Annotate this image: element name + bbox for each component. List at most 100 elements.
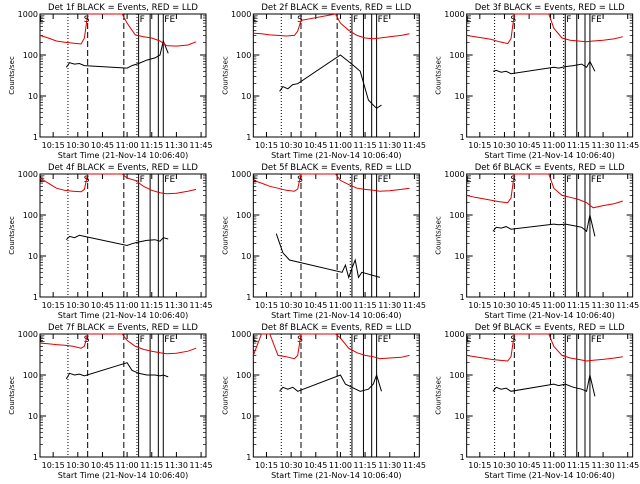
y-tick-label: 100 — [23, 371, 38, 380]
x-tick-label: 11:45 — [403, 301, 426, 310]
x-tick-label: 10:15 — [468, 461, 491, 470]
event-marker-label: E — [253, 15, 259, 25]
x-tick-label: 10:30 — [66, 141, 89, 150]
x-tick-label: 10:45 — [304, 141, 327, 150]
event-marker-label: F — [140, 175, 145, 185]
x-tick-label: 11:00 — [329, 461, 352, 470]
y-tick-label: 10 — [454, 252, 464, 261]
event-marker-label: E — [253, 335, 259, 345]
y-tick-label: 100 — [236, 371, 251, 380]
panel-2: Det 2f BLACK = Events, RED = LLD 1 10 100 10… — [221, 3, 426, 160]
events-series-line — [279, 373, 382, 392]
y-tick-label: 1000 — [444, 170, 464, 179]
y-tick-label: 10 — [241, 412, 251, 421]
x-tick-label: 10:45 — [304, 301, 327, 310]
panel-4: Det 4f BLACK = Events, RED = LLD 1 10 100 10… — [8, 163, 213, 320]
plot-frame — [39, 333, 207, 458]
y-tick-label: 1 — [33, 453, 38, 462]
x-tick-label: 11:00 — [542, 141, 565, 150]
lld-series-line — [253, 13, 410, 40]
event-marker-label: E — [253, 175, 259, 185]
x-tick-label: 10:30 — [280, 141, 303, 150]
x-tick-label: 11:15 — [140, 141, 163, 150]
y-tick-label: 1 — [246, 293, 251, 302]
y-tick-label: 1 — [246, 453, 251, 462]
events-series-line — [65, 234, 169, 247]
x-tick-label: 10:15 — [42, 301, 65, 310]
y-tick-label: 1000 — [18, 170, 38, 179]
events-series-line — [492, 374, 596, 397]
x-tick-label: 10:30 — [493, 141, 516, 150]
panel-9: Det 9f BLACK = Events, RED = LLD 1 10 100 10… — [435, 323, 640, 480]
x-tick-label: 11:30 — [592, 141, 615, 150]
x-tick-label: 10:30 — [280, 301, 303, 310]
y-tick-label: 10 — [28, 92, 38, 101]
y-axis-label: Counts/sec — [8, 216, 16, 255]
plot-frame — [466, 333, 634, 458]
x-tick-label: 11:30 — [592, 461, 615, 470]
x-tick-label: 11:30 — [378, 461, 401, 470]
x-tick-label: 11:45 — [403, 461, 426, 470]
x-tick-label: 11:00 — [116, 301, 139, 310]
x-tick-label: 11:15 — [140, 301, 163, 310]
x-tick-label: 11:45 — [190, 461, 213, 470]
x-tick-label: 11:15 — [567, 461, 590, 470]
y-tick-label: 100 — [236, 51, 251, 60]
y-tick-label: 100 — [236, 211, 251, 220]
y-tick-label: 1000 — [444, 10, 464, 19]
event-marker-label: F — [353, 175, 358, 185]
panel-3: Det 3f BLACK = Events, RED = LLD 1 10 100 10… — [435, 3, 640, 160]
x-tick-label: 10:45 — [91, 301, 114, 310]
lld-series-line — [39, 13, 197, 47]
y-tick-label: 10 — [454, 412, 464, 421]
x-tick-label: 11:30 — [378, 301, 401, 310]
events-series-line — [65, 39, 169, 69]
lld-series-line — [253, 173, 410, 192]
panel-title: Det 2f BLACK = Events, RED = LLD — [261, 3, 411, 13]
x-tick-label: 10:45 — [518, 301, 541, 310]
y-tick-label: 10 — [241, 252, 251, 261]
panel-title: Det 4f BLACK = Events, RED = LLD — [48, 163, 198, 173]
x-tick-label: 11:30 — [592, 301, 615, 310]
event-marker-label: FE — [164, 15, 175, 25]
event-marker-label: F — [566, 335, 571, 345]
x-tick-label: 10:15 — [42, 141, 65, 150]
event-marker-label: E — [466, 335, 472, 345]
panel-8: Det 8f BLACK = Events, RED = LLD 1 10 100 10… — [221, 323, 426, 480]
x-tick-label: 11:15 — [567, 141, 590, 150]
lld-series-line — [466, 333, 623, 362]
x-axis-label: Start Time (21-Nov-14 10:06:40) — [484, 471, 614, 480]
x-axis-label: Start Time (21-Nov-14 10:06:40) — [58, 471, 188, 480]
panel-1: Det 1f BLACK = Events, RED = LLD 1 10 100 10… — [8, 3, 213, 160]
x-tick-label: 11:30 — [165, 461, 188, 470]
x-tick-label: 10:30 — [66, 461, 89, 470]
panel-title: Det 9f BLACK = Events, RED = LLD — [475, 323, 625, 333]
x-tick-label: 11:00 — [329, 301, 352, 310]
plot-frame — [39, 173, 207, 298]
lld-series-line — [466, 173, 623, 209]
y-axis-label: Counts/sec — [8, 56, 16, 95]
lld-series-line — [466, 13, 623, 45]
panel-title: Det 5f BLACK = Events, RED = LLD — [261, 163, 411, 173]
x-tick-label: 11:45 — [190, 301, 213, 310]
y-tick-label: 1 — [33, 133, 38, 142]
event-marker-label: FE — [591, 15, 602, 25]
events-series-line — [65, 362, 169, 380]
y-tick-label: 100 — [23, 211, 38, 220]
y-tick-label: 10 — [28, 252, 38, 261]
y-tick-label: 1000 — [444, 330, 464, 339]
events-series-line — [275, 233, 381, 280]
panel-title: Det 3f BLACK = Events, RED = LLD — [475, 3, 625, 13]
event-marker-label: F — [140, 335, 145, 345]
x-tick-label: 10:15 — [255, 141, 278, 150]
plot-frame — [466, 13, 634, 138]
event-marker-label: FE — [378, 15, 389, 25]
x-tick-label: 10:45 — [91, 141, 114, 150]
event-marker-label: FE — [378, 175, 389, 185]
x-tick-label: 11:45 — [616, 301, 639, 310]
y-tick-label: 100 — [449, 211, 464, 220]
x-tick-label: 10:15 — [468, 301, 491, 310]
x-axis-label: Start Time (21-Nov-14 10:06:40) — [58, 151, 188, 160]
events-series-line — [492, 214, 596, 237]
x-tick-label: 11:15 — [354, 301, 377, 310]
